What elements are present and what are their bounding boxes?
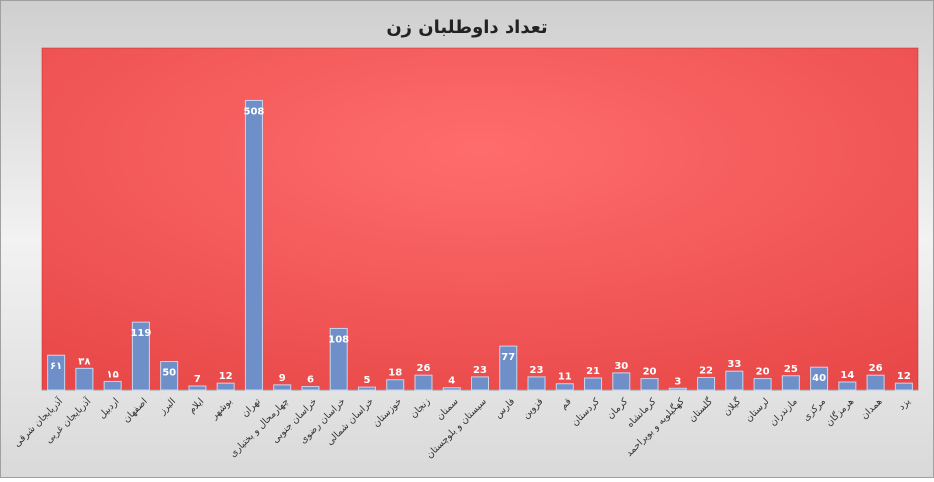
bar [244, 99, 263, 391]
bar [442, 387, 461, 391]
bar [75, 367, 94, 391]
value-label: 6 [307, 375, 314, 386]
bar [810, 366, 829, 391]
value-label: 12 [897, 371, 911, 382]
value-label: 25 [784, 364, 798, 375]
bar [329, 327, 348, 391]
value-label: 33 [727, 359, 741, 370]
value-label: 22 [699, 365, 713, 376]
bar [188, 385, 207, 391]
bar [781, 375, 800, 391]
value-label: 14 [840, 370, 854, 381]
bar [640, 378, 659, 391]
bar [216, 382, 235, 391]
value-label: 50 [162, 368, 176, 379]
bar [499, 345, 518, 391]
plot-area [41, 47, 919, 391]
value-label: 12 [219, 371, 233, 382]
value-label: 30 [614, 361, 628, 372]
bar [725, 370, 744, 391]
value-label: 77 [501, 352, 515, 363]
value-label: ۶۱ [50, 361, 62, 372]
value-label: ۱۵ [107, 369, 119, 380]
value-label: 23 [530, 365, 544, 376]
bar [584, 377, 603, 391]
bar [612, 372, 631, 391]
bar [273, 384, 292, 391]
bar [103, 380, 122, 391]
bar [160, 361, 179, 391]
value-label: 108 [328, 334, 349, 345]
value-label: 20 [643, 367, 657, 378]
bar [357, 386, 376, 391]
bar [131, 321, 150, 391]
value-label: 508 [243, 106, 264, 117]
bar [471, 376, 489, 391]
bar [386, 379, 405, 391]
value-label: 11 [558, 372, 572, 383]
bar [668, 387, 687, 391]
value-label: 20 [756, 367, 770, 378]
value-label: 4 [448, 376, 455, 387]
bar [414, 374, 433, 391]
chart-title: تعداد داوطلبان زن [386, 17, 547, 38]
bar [838, 381, 857, 391]
value-label: 3 [674, 376, 681, 387]
value-label: 7 [194, 374, 201, 385]
value-label: 40 [812, 373, 826, 384]
value-label: 21 [586, 366, 600, 377]
value-label: ۳۸ [78, 356, 90, 367]
bar [301, 386, 320, 391]
value-label: 23 [473, 365, 487, 376]
bar [753, 378, 772, 391]
bar [697, 376, 716, 391]
bar [894, 382, 913, 391]
value-label: 119 [130, 328, 151, 339]
value-label: 5 [363, 375, 370, 386]
value-label: 9 [279, 373, 286, 384]
bar [555, 383, 574, 391]
value-label: 18 [388, 368, 402, 379]
bar [866, 374, 885, 391]
value-label: 26 [869, 363, 883, 374]
bar [527, 376, 546, 391]
value-label: 26 [417, 363, 431, 374]
bar [47, 354, 66, 391]
